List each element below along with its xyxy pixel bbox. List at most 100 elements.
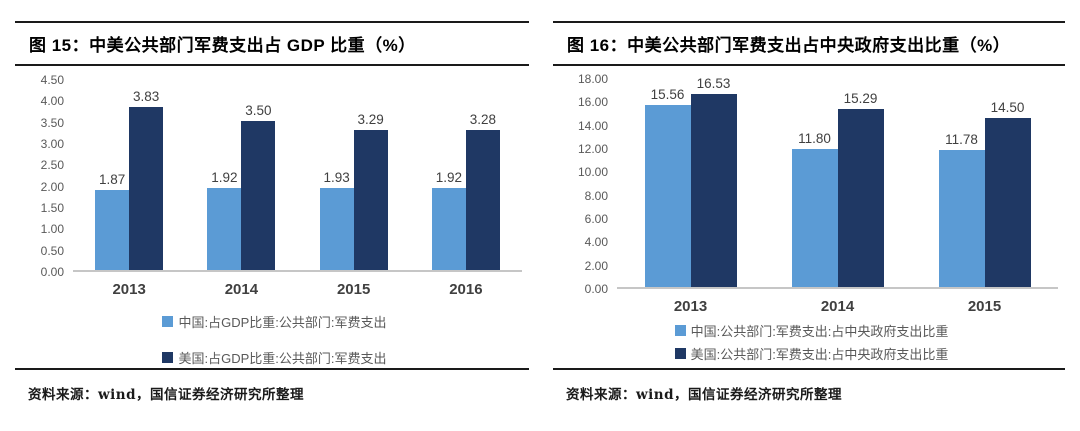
- bar-with-label: 11.80: [791, 131, 838, 287]
- bar-china: [95, 190, 130, 270]
- plot-groups: 1.87 3.83 1.92 3.50 1.93 3.29 1.92 3.28: [73, 80, 522, 270]
- legend-item-us: 美国:公共部门:军费支出:占中央政府支出比重: [674, 344, 949, 363]
- bar-value-label: 11.80: [798, 131, 831, 147]
- legend-item-china: 中国:公共部门:军费支出:占中央政府支出比重: [674, 321, 949, 340]
- bar-china: [791, 149, 838, 287]
- bar-group: 15.56 16.53: [643, 76, 739, 287]
- bar-us: [984, 117, 1031, 287]
- chart-title: 图 15：中美公共部门军费支出占 GDP 比重（%）: [15, 21, 529, 66]
- legend-item-us: 美国:占GDP比重:公共部门:军费支出: [162, 348, 387, 367]
- bar-china: [938, 149, 985, 287]
- bar-with-label: 1.87: [95, 172, 130, 270]
- y-axis: 18.00 16.00 14.00 12.00 10.00 8.00 6.00 4.00 2.0…: [565, 72, 617, 296]
- y-tick-label: 4.00: [584, 235, 608, 250]
- x-axis-labels: 2013 2014 2015 2016: [73, 281, 522, 298]
- bar-value-label: 3.83: [132, 88, 160, 104]
- y-axis: 4.50 4.00 3.50 3.00 2.50 2.00 1.50 1.00 0.50 0.00: [27, 73, 73, 279]
- bar-with-label: 15.29: [837, 90, 884, 287]
- y-tick-label: 16.00: [577, 95, 608, 110]
- x-tick-label: 2013: [673, 298, 708, 315]
- bar-value-label: 14.50: [990, 99, 1025, 115]
- legend-item-china: 中国:占GDP比重:公共部门:军费支出: [162, 312, 387, 331]
- bar-china: [319, 187, 354, 270]
- legend-label: 美国:公共部门:军费支出:占中央政府支出比重: [690, 347, 949, 362]
- bar-value-label: 3.29: [357, 111, 384, 127]
- bar-us: [465, 130, 500, 270]
- bar-group: 1.92 3.50: [205, 103, 277, 270]
- bar-with-label: 15.56: [644, 87, 691, 287]
- y-tick-label: 6.00: [584, 212, 608, 226]
- bar-with-label: 3.28: [465, 112, 500, 270]
- bar-group: 1.93 3.29: [318, 112, 390, 270]
- x-tick-label: 2013: [112, 281, 146, 298]
- y-tick-label: 10.00: [577, 165, 608, 180]
- y-tick-label: 0.50: [40, 243, 64, 258]
- source-note: 资料来源：wind，国信证券经济研究所整理: [553, 368, 1065, 403]
- bar-with-label: 14.50: [984, 99, 1031, 287]
- figure-panel-left: 图 15：中美公共部门军费支出占 GDP 比重（%） 4.50 4.00 3.50 3…: [15, 0, 529, 431]
- y-tick-label: 14.00: [577, 118, 608, 133]
- bar-value-label: 1.92: [435, 170, 463, 186]
- y-tick-label: 0.00: [40, 265, 64, 279]
- bar-with-label: 3.83: [129, 88, 164, 270]
- x-tick-label: 2014: [820, 298, 855, 315]
- chart-legend: 中国:占GDP比重:公共部门:军费支出 美国:占GDP比重:公共部门:军费支出: [27, 312, 522, 367]
- y-tick-label: 1.00: [40, 222, 64, 237]
- bar-value-label: 3.28: [469, 112, 497, 128]
- bar-value-label: 1.93: [323, 169, 350, 185]
- bar-with-label: 1.93: [319, 169, 354, 270]
- figure-panel-right: 图 16：中美公共部门军费支出占中央政府支出比重（%） 18.00 16.00 14…: [553, 0, 1065, 431]
- bar-value-label: 3.50: [245, 102, 272, 118]
- chart-legend: 中国:公共部门:军费支出:占中央政府支出比重 美国:公共部门:军费支出:占中央政府…: [565, 321, 1058, 363]
- bar-value-label: 1.92: [211, 170, 238, 186]
- bar-chart: 4.50 4.00 3.50 3.00 2.50 2.00 1.50 1.00 0.50 0.00…: [27, 73, 522, 367]
- x-tick-label: 2015: [967, 298, 1002, 315]
- chart-title: 图 16：中美公共部门军费支出占中央政府支出比重（%）: [553, 21, 1065, 66]
- y-tick-label: 12.00: [577, 142, 608, 156]
- x-tick-label: 2016: [449, 281, 483, 298]
- bar-value-label: 1.87: [98, 172, 126, 188]
- bar-group: 11.78 14.50: [937, 100, 1033, 287]
- bar-with-label: 3.50: [241, 102, 276, 270]
- y-tick-label: 4.50: [40, 73, 64, 87]
- y-tick-label: 0.00: [584, 282, 608, 296]
- legend-swatch-icon: [674, 348, 686, 359]
- legend-label: 美国:占GDP比重:公共部门:军费支出: [178, 351, 387, 366]
- bar-with-label: 11.78: [938, 131, 985, 287]
- bar-value-label: 16.53: [696, 76, 731, 92]
- bar-with-label: 3.29: [353, 111, 388, 270]
- plot-area: 15.56 16.53 11.80 15.29 11.78 14.50: [617, 76, 1058, 289]
- bar-china: [207, 188, 242, 270]
- y-tick-label: 8.00: [584, 188, 608, 203]
- bar-us: [241, 120, 276, 270]
- y-tick-label: 2.00: [40, 179, 64, 194]
- x-tick-label: 2015: [336, 281, 371, 298]
- legend-label: 中国:公共部门:军费支出:占中央政府支出比重: [690, 324, 949, 339]
- y-tick-label: 2.00: [584, 258, 608, 273]
- bar-us: [129, 106, 164, 270]
- bar-with-label: 1.92: [431, 170, 466, 270]
- bar-value-label: 11.78: [945, 131, 978, 147]
- x-tick-label: 2014: [224, 281, 259, 298]
- source-note: 资料来源：wind，国信证券经济研究所整理: [15, 368, 529, 403]
- y-tick-label: 3.50: [40, 115, 64, 130]
- plot-groups: 15.56 16.53 11.80 15.29 11.78 14.50: [617, 76, 1058, 287]
- bar-us: [837, 108, 884, 287]
- bar-group: 11.80 15.29: [790, 91, 886, 287]
- plot-area: 1.87 3.83 1.92 3.50 1.93 3.29 1.92 3.28: [73, 80, 522, 272]
- y-tick-label: 4.00: [40, 94, 64, 109]
- y-tick-label: 1.50: [40, 201, 64, 215]
- legend-swatch-icon: [674, 325, 686, 336]
- bar-value-label: 15.56: [650, 87, 685, 103]
- bar-group: 1.92 3.28: [430, 112, 502, 270]
- legend-swatch-icon: [162, 316, 174, 327]
- y-tick-label: 2.50: [40, 158, 64, 173]
- bar-value-label: 15.29: [843, 90, 878, 106]
- bar-chart: 18.00 16.00 14.00 12.00 10.00 8.00 6.00 4.00 2.0…: [565, 72, 1058, 363]
- bar-group: 1.87 3.83: [93, 89, 165, 270]
- legend-label: 中国:占GDP比重:公共部门:军费支出: [178, 315, 387, 330]
- x-axis-labels: 2013 2014 2015: [617, 298, 1058, 315]
- bar-us: [353, 129, 388, 270]
- bar-with-label: 1.92: [207, 170, 242, 270]
- bar-us: [690, 94, 737, 287]
